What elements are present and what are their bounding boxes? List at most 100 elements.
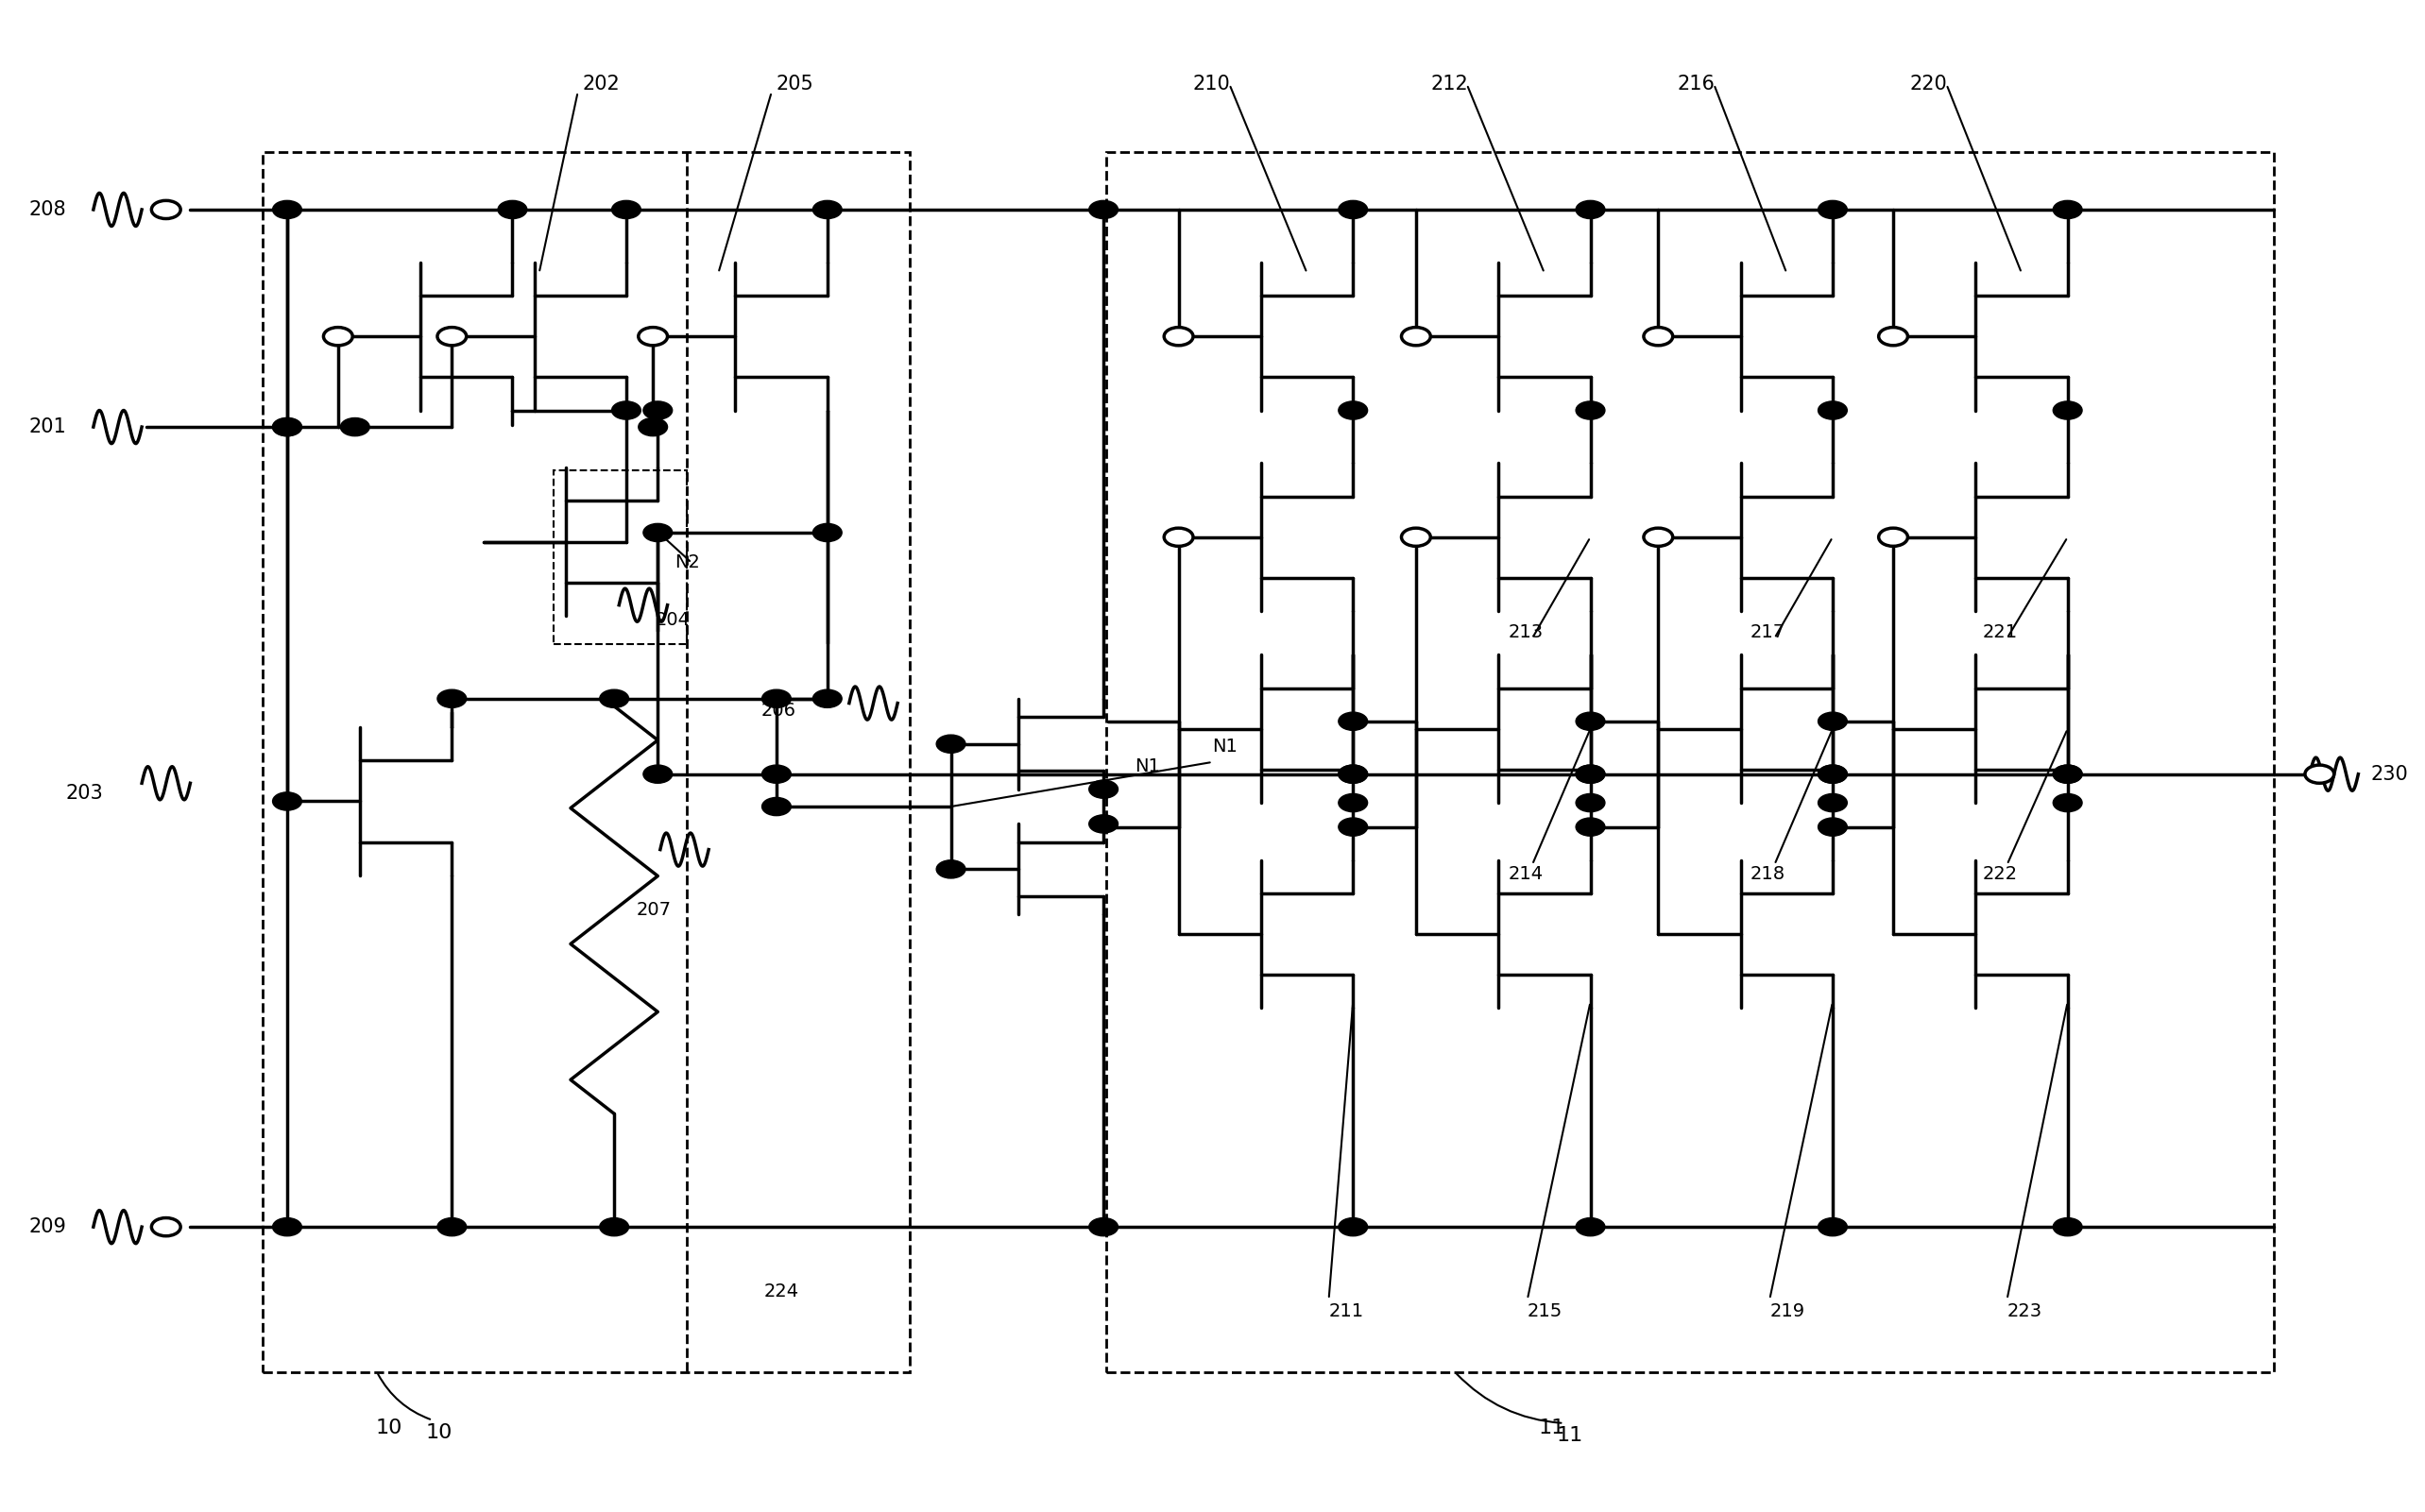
Circle shape [2306, 765, 2333, 783]
Circle shape [643, 765, 672, 783]
Circle shape [761, 689, 791, 708]
Text: 213: 213 [1508, 623, 1542, 641]
Circle shape [1819, 401, 1848, 419]
Circle shape [1819, 794, 1848, 812]
Circle shape [1644, 327, 1673, 345]
Circle shape [936, 860, 965, 878]
Text: 206: 206 [761, 702, 795, 720]
Text: 215: 215 [1528, 1302, 1562, 1320]
Circle shape [1576, 818, 1605, 836]
Circle shape [2054, 1217, 2083, 1235]
Circle shape [2054, 765, 2083, 783]
Text: 211: 211 [1329, 1302, 1363, 1320]
Circle shape [1576, 201, 1605, 219]
Circle shape [1576, 1217, 1605, 1235]
Circle shape [1819, 712, 1848, 730]
Circle shape [1644, 528, 1673, 546]
Circle shape [812, 689, 841, 708]
Circle shape [936, 735, 965, 753]
Circle shape [1576, 794, 1605, 812]
Circle shape [1819, 201, 1848, 219]
Circle shape [272, 792, 301, 810]
Text: 208: 208 [29, 200, 68, 219]
Circle shape [1819, 765, 1848, 783]
Circle shape [497, 201, 526, 219]
Circle shape [2054, 401, 2083, 419]
Circle shape [638, 417, 667, 435]
Circle shape [1576, 765, 1605, 783]
Circle shape [2054, 765, 2083, 783]
Bar [262, 153, 909, 1371]
Circle shape [272, 201, 301, 219]
Circle shape [1402, 528, 1431, 546]
Circle shape [761, 765, 791, 783]
Circle shape [638, 327, 667, 345]
Text: 217: 217 [1751, 623, 1785, 641]
Circle shape [812, 523, 841, 541]
Circle shape [611, 201, 640, 219]
Text: 207: 207 [635, 901, 672, 919]
Circle shape [1879, 327, 1908, 345]
Circle shape [599, 1217, 628, 1235]
Text: N2: N2 [674, 553, 701, 572]
Circle shape [611, 401, 640, 419]
Circle shape [1339, 794, 1368, 812]
Circle shape [1164, 327, 1193, 345]
Text: 201: 201 [29, 417, 68, 437]
Circle shape [1089, 780, 1118, 798]
Circle shape [1576, 765, 1605, 783]
Circle shape [1402, 327, 1431, 345]
Text: 10: 10 [424, 1423, 451, 1441]
Text: 202: 202 [582, 76, 621, 94]
Circle shape [1576, 401, 1605, 419]
Circle shape [1089, 1217, 1118, 1235]
Text: 203: 203 [65, 785, 102, 803]
Circle shape [1339, 1217, 1368, 1235]
Circle shape [1819, 818, 1848, 836]
Circle shape [761, 797, 791, 815]
Circle shape [150, 1217, 179, 1235]
Text: 222: 222 [1984, 865, 2018, 883]
Circle shape [1339, 201, 1368, 219]
Text: N1: N1 [1212, 738, 1237, 756]
Bar [1106, 153, 2275, 1371]
Text: 223: 223 [2008, 1302, 2042, 1320]
Circle shape [1879, 528, 1908, 546]
Circle shape [272, 417, 301, 435]
Text: 209: 209 [29, 1217, 68, 1237]
Circle shape [150, 201, 179, 219]
Circle shape [323, 327, 352, 345]
Circle shape [1339, 401, 1368, 419]
Text: 230: 230 [2369, 765, 2408, 783]
Circle shape [1164, 528, 1193, 546]
Text: 11: 11 [1557, 1426, 1584, 1444]
Text: 216: 216 [1678, 76, 1714, 94]
Text: 214: 214 [1508, 865, 1542, 883]
Circle shape [1089, 201, 1118, 219]
Text: 10: 10 [376, 1418, 403, 1436]
Circle shape [436, 327, 466, 345]
Text: 204: 204 [655, 611, 691, 629]
Circle shape [1339, 765, 1368, 783]
Circle shape [1089, 815, 1118, 833]
Text: 221: 221 [1984, 623, 2018, 641]
Circle shape [2054, 201, 2083, 219]
Circle shape [272, 1217, 301, 1235]
Circle shape [812, 201, 841, 219]
Circle shape [599, 689, 628, 708]
Text: 210: 210 [1193, 76, 1229, 94]
Circle shape [436, 689, 466, 708]
Circle shape [643, 401, 672, 419]
Text: 224: 224 [764, 1282, 800, 1300]
Circle shape [1339, 712, 1368, 730]
Text: 205: 205 [776, 76, 815, 94]
Text: 220: 220 [1911, 76, 1947, 94]
Circle shape [1819, 765, 1848, 783]
Circle shape [1819, 1217, 1848, 1235]
Circle shape [1339, 818, 1368, 836]
Bar [553, 470, 686, 644]
Circle shape [1339, 765, 1368, 783]
Circle shape [340, 417, 369, 435]
Text: 11: 11 [1537, 1418, 1564, 1436]
Text: 218: 218 [1751, 865, 1785, 883]
